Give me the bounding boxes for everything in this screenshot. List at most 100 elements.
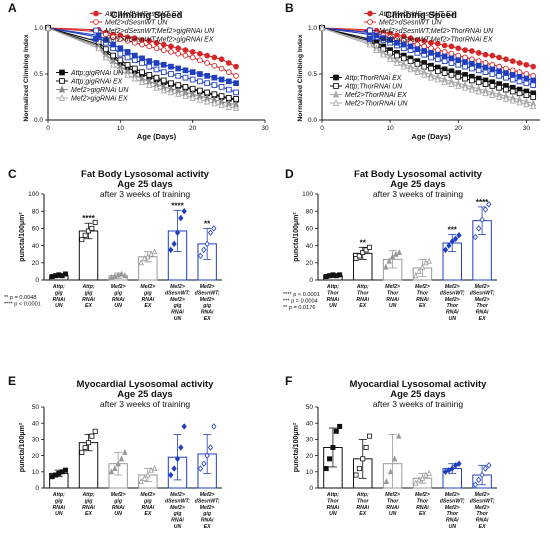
- category-label: Attp;: [326, 284, 339, 290]
- category-label: gig: [173, 303, 183, 309]
- data-point: [489, 91, 496, 99]
- category-label: Thor: [446, 303, 459, 309]
- data-point: [112, 465, 118, 472]
- category-label: gig: [173, 511, 183, 517]
- data-point: [486, 201, 492, 208]
- data-point: [175, 90, 182, 98]
- y-axis-label: puncta/100μm²: [293, 422, 300, 472]
- legend-swatch-marker: [93, 19, 99, 25]
- data-point: [441, 49, 448, 55]
- data-point: [204, 452, 210, 459]
- category-label: EX: [479, 316, 486, 322]
- panel-letter: C: [8, 167, 17, 181]
- data-point: [476, 476, 482, 484]
- y-tick-label: 60: [306, 226, 314, 233]
- legend-swatch-marker: [367, 36, 373, 42]
- data-point: [139, 55, 145, 62]
- y-tick-label: 20: [306, 453, 314, 460]
- chart-title: Fat Body Lysosomal activity: [81, 169, 210, 180]
- category-label: Mef2>: [111, 284, 126, 290]
- legend-label: Attp;gigRNAi EX: [70, 79, 123, 86]
- data-point: [373, 46, 380, 53]
- data-point: [333, 428, 339, 434]
- data-point: [181, 207, 187, 215]
- category-label: RNAi: [112, 297, 125, 303]
- chart-title: Myocardial Lysosomal activity: [77, 379, 215, 390]
- data-point: [412, 272, 419, 279]
- legend-entry-3: Mef2>dSesnWT;Mef2>gigRNAi EX: [90, 36, 214, 44]
- data-point: [509, 88, 516, 95]
- y-tick-label: 20: [306, 260, 314, 267]
- category-label: RNAi: [327, 297, 340, 303]
- category-label: RNAi: [82, 297, 95, 303]
- category-label: RNAi: [446, 518, 459, 524]
- data-point: [211, 54, 218, 61]
- category-label: Thor: [417, 290, 430, 296]
- data-point: [110, 41, 116, 48]
- x-tick-label: 20: [189, 125, 197, 132]
- category-label: EX: [204, 316, 211, 322]
- data-point: [475, 67, 482, 74]
- data-point: [189, 54, 196, 61]
- legend-label: Mef2>ThorRNAi UN: [345, 101, 408, 108]
- data-point: [174, 229, 181, 236]
- y-tick-label: 50: [306, 404, 314, 411]
- data-point: [489, 71, 496, 77]
- data-point: [366, 40, 373, 48]
- significance-label: ****: [82, 214, 95, 223]
- data-point: [63, 467, 69, 473]
- data-point: [469, 65, 475, 72]
- data-point: [421, 48, 428, 54]
- chart-title: Climbing Speed: [385, 10, 457, 21]
- legend-label: Mef2>dSesnWT;Mef2>gigRNAi UN: [105, 28, 215, 35]
- data-point: [145, 471, 151, 478]
- y-tick-label: 100: [302, 191, 313, 198]
- series-3: [319, 25, 537, 84]
- data-point: [141, 474, 148, 481]
- data-point: [124, 38, 131, 44]
- data-point: [102, 53, 109, 61]
- data-point: [110, 34, 116, 41]
- y-tick-label: 0: [309, 485, 313, 492]
- y-tick-label: 1.0: [308, 25, 317, 32]
- data-point: [175, 65, 182, 72]
- category-label: gig: [84, 498, 94, 504]
- data-point: [496, 68, 502, 75]
- category-label: Mef2>: [170, 284, 185, 290]
- legend-label: Mef2>dSesnWT;Mef2>ThorRNAi EX: [379, 37, 493, 44]
- data-point: [482, 64, 489, 71]
- data-point: [516, 98, 523, 106]
- y-tick-label: 0: [35, 485, 39, 492]
- data-point: [509, 76, 516, 83]
- p-value-note: ** p = 0.0176: [283, 305, 316, 311]
- data-point: [516, 90, 523, 97]
- data-point: [153, 60, 160, 66]
- data-point: [448, 60, 455, 66]
- data-point: [509, 67, 516, 74]
- category-label: Thor: [357, 290, 370, 296]
- chart-title: Myocardial Lysosomal activity: [350, 379, 488, 390]
- chart-subtitle-age: Age 25 days: [390, 179, 445, 190]
- data-point: [233, 80, 239, 87]
- category-label: Thor: [417, 498, 430, 504]
- category-label: UN: [114, 511, 122, 517]
- category-label: dSesnWT;: [440, 290, 465, 296]
- category-label: gig: [54, 290, 64, 296]
- data-point: [523, 75, 530, 82]
- data-point: [441, 53, 448, 60]
- data-point: [482, 69, 489, 76]
- p-value-note: ** p = 0.0048: [4, 295, 37, 301]
- y-tick-label: 40: [32, 420, 40, 427]
- data-point: [118, 455, 125, 462]
- data-point: [366, 244, 372, 250]
- data-point: [516, 78, 523, 85]
- data-point: [469, 77, 475, 84]
- data-point: [446, 242, 452, 249]
- data-point: [475, 49, 482, 56]
